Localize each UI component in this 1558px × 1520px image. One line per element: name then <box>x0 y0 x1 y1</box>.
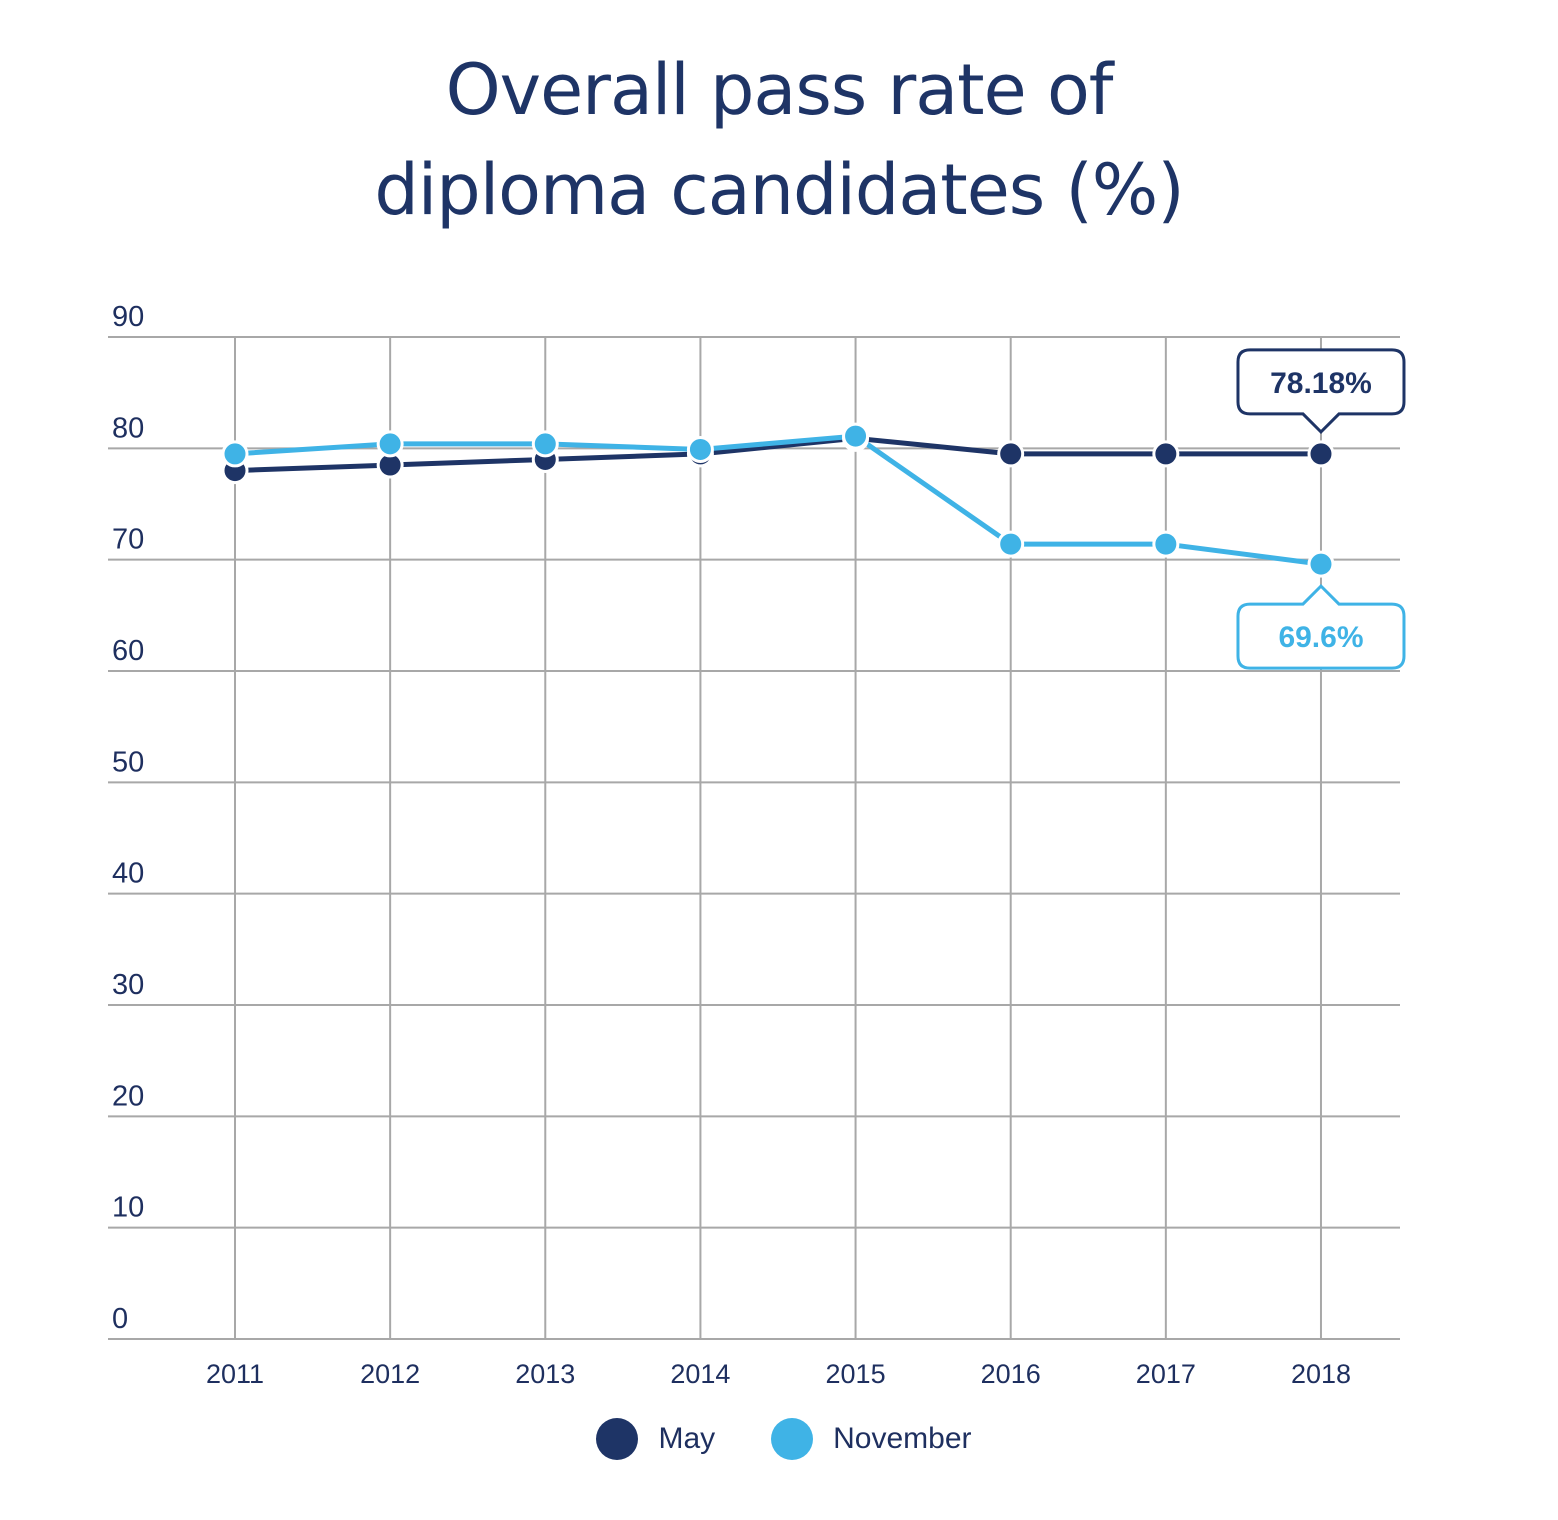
data-point-november-2014 <box>686 435 714 463</box>
x-tick-label-2013: 2013 <box>515 1359 575 1389</box>
y-tick-label-90: 90 <box>112 301 144 333</box>
data-point-may-2016 <box>997 440 1025 468</box>
legend-item-november: November <box>771 1418 972 1460</box>
y-tick-label-70: 70 <box>112 524 144 556</box>
y-axis-ticks: 0 10 20 30 40 50 60 70 80 90 <box>112 301 144 1335</box>
series-layer <box>221 422 1335 578</box>
callout-layer: 78.18% 69.6% <box>1236 348 1406 670</box>
data-point-november-2017 <box>1152 530 1180 558</box>
legend-label-may: May <box>658 1422 716 1455</box>
callout-november-text: 69.6% <box>1278 621 1363 654</box>
data-point-november-2013 <box>531 430 559 458</box>
data-point-may-2018 <box>1307 440 1335 468</box>
y-tick-label-0: 0 <box>112 1303 128 1335</box>
x-tick-label-2016: 2016 <box>981 1359 1041 1389</box>
series-line-may <box>232 435 1324 474</box>
callout-november-box <box>1236 583 1406 670</box>
x-tick-label-2012: 2012 <box>360 1359 420 1389</box>
x-tick-label-2015: 2015 <box>826 1359 886 1389</box>
x-tick-label-2011: 2011 <box>206 1359 264 1389</box>
series-line-november <box>232 433 1324 567</box>
data-point-november-2016 <box>997 530 1025 558</box>
x-tick-label-2018: 2018 <box>1291 1359 1351 1389</box>
data-point-november-2011 <box>221 440 249 468</box>
legend-swatch-november <box>771 1418 814 1460</box>
legend-label-november: November <box>833 1422 972 1455</box>
y-tick-label-50: 50 <box>112 746 144 778</box>
callout-may-box <box>1236 348 1406 435</box>
x-tick-label-2017: 2017 <box>1136 1359 1196 1389</box>
x-axis-ticks: 2011 2012 2013 2014 2015 2016 2017 2018 <box>206 1359 1351 1389</box>
x-tick-label-2014: 2014 <box>670 1359 730 1389</box>
y-tick-label-10: 10 <box>112 1192 144 1224</box>
y-tick-label-20: 20 <box>112 1080 144 1112</box>
y-tick-label-60: 60 <box>112 635 144 667</box>
data-point-may-2017 <box>1152 440 1180 468</box>
data-point-november-2015 <box>842 422 870 450</box>
grid-layer <box>108 336 1400 1340</box>
legend-swatch-may <box>596 1418 639 1460</box>
y-tick-label-80: 80 <box>112 412 144 444</box>
data-point-november-2012 <box>376 430 404 458</box>
legend-item-may: May <box>596 1418 715 1460</box>
y-tick-label-30: 30 <box>112 969 144 1001</box>
y-tick-label-40: 40 <box>112 858 144 890</box>
legend: May November <box>0 1418 1558 1460</box>
data-point-november-2018 <box>1307 550 1335 578</box>
callout-may-text: 78.18% <box>1270 367 1372 400</box>
